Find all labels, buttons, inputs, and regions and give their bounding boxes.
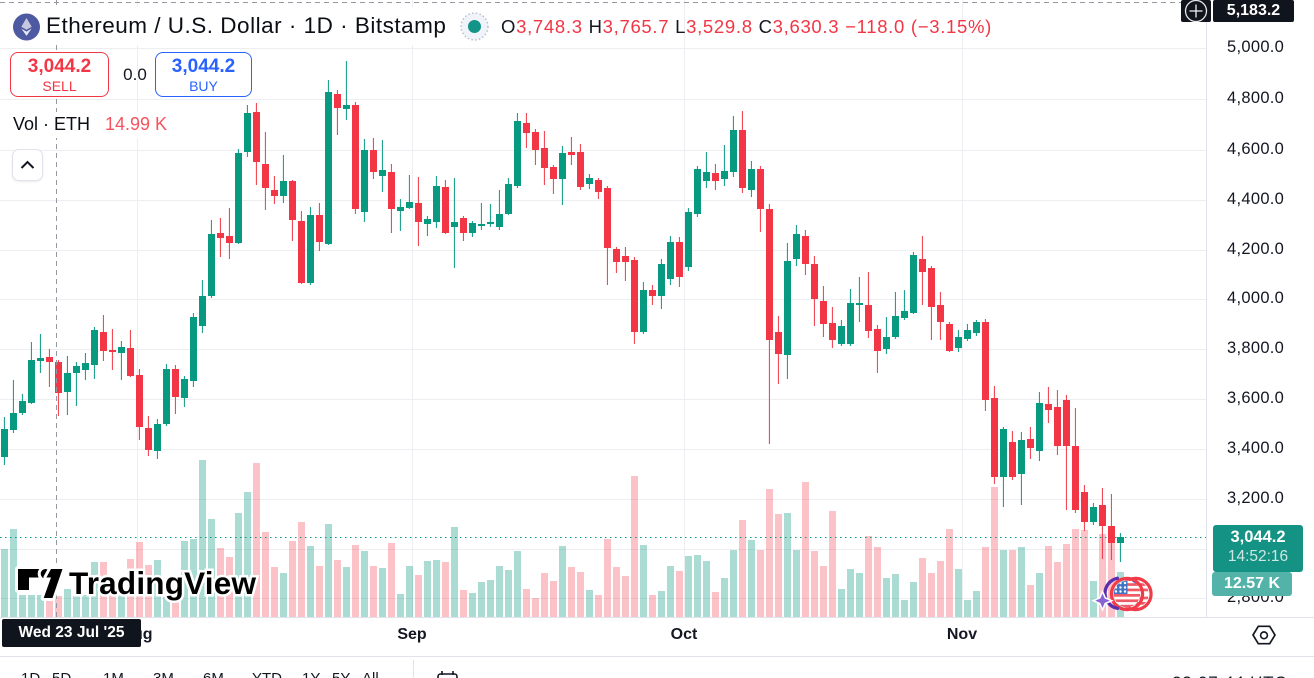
svg-text:TradingView: TradingView — [69, 565, 256, 601]
